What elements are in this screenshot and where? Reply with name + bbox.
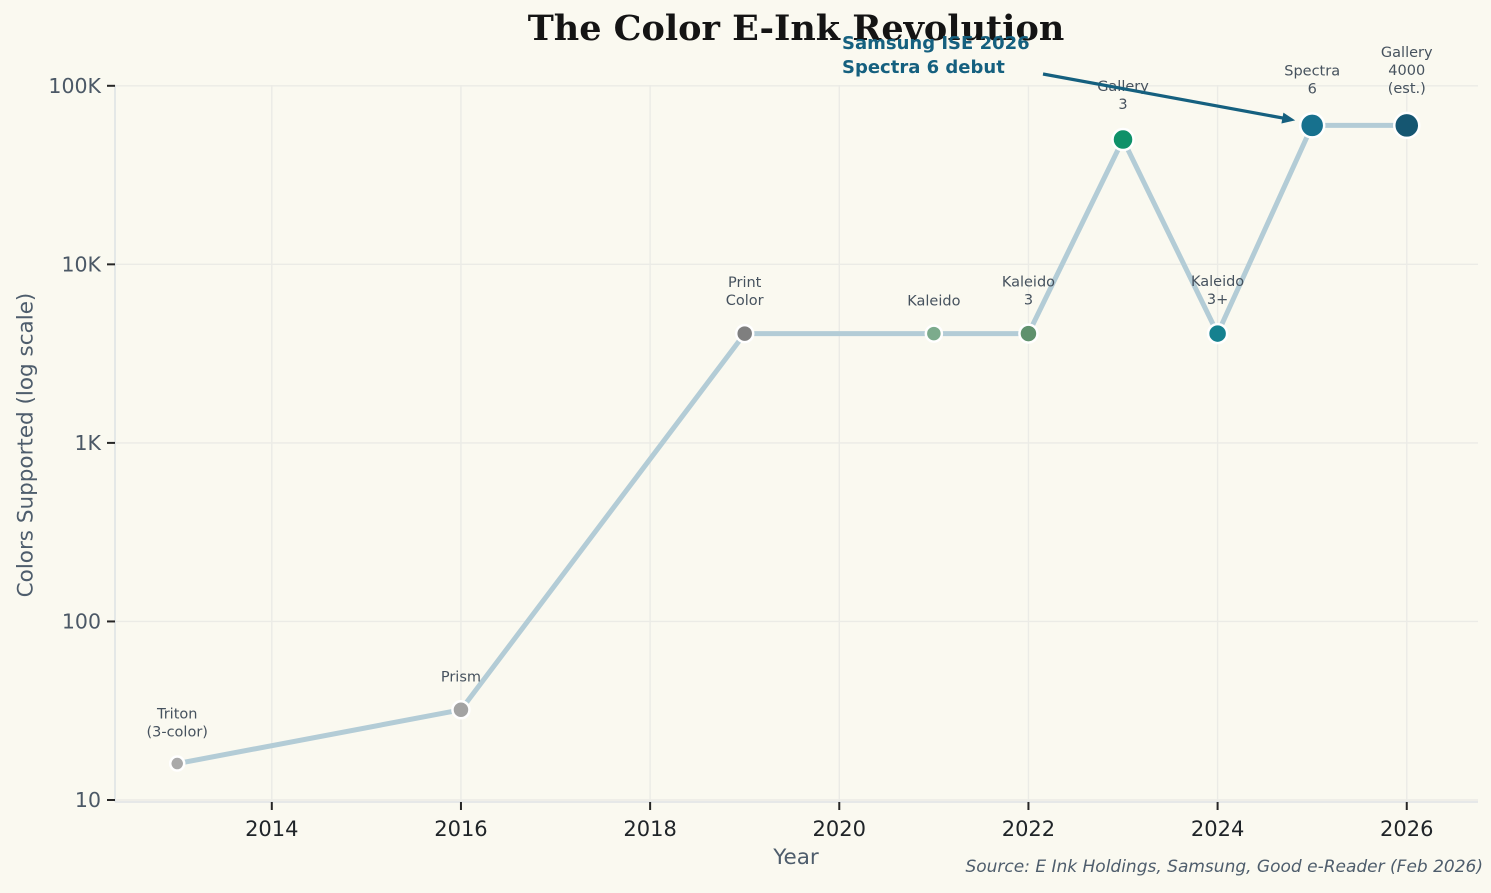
point-label: (3-color) bbox=[146, 725, 207, 741]
y-tick-label: 10 bbox=[75, 788, 101, 812]
x-tick-label: 2026 bbox=[1380, 817, 1433, 841]
x-tick-label: 2022 bbox=[1002, 817, 1055, 841]
annotation-line-2: Spectra 6 debut bbox=[842, 57, 1005, 78]
annotation-arrow-line bbox=[1042, 72, 1290, 121]
point-label: Print bbox=[728, 275, 762, 291]
x-tick-label: 2016 bbox=[434, 817, 487, 841]
annotation-line-1: Samsung ISE 2026 bbox=[842, 33, 1030, 54]
point-label: (est.) bbox=[1388, 81, 1426, 97]
y-tick-label: 100 bbox=[62, 609, 101, 633]
x-axis-title: Year bbox=[773, 845, 819, 870]
point-label: 3+ bbox=[1207, 292, 1228, 308]
point-label: Kaleido bbox=[1002, 275, 1055, 291]
source-note: Source: E Ink Holdings, Samsung, Good e-… bbox=[965, 857, 1483, 877]
y-tick-label: 10K bbox=[61, 252, 101, 276]
x-tick-label: 2018 bbox=[623, 817, 676, 841]
point-label: Gallery bbox=[1381, 45, 1433, 61]
point-label: Prism bbox=[441, 669, 481, 685]
y-tick-label: 100K bbox=[48, 74, 101, 98]
point-label: 3 bbox=[1118, 97, 1127, 113]
data-point bbox=[734, 323, 755, 344]
data-point bbox=[1018, 323, 1039, 344]
data-point bbox=[1111, 127, 1135, 152]
point-label: Triton bbox=[156, 707, 197, 723]
annotation-samsung-ise: Samsung ISE 2026 Spectra 6 debut bbox=[842, 32, 1030, 80]
data-point bbox=[924, 324, 944, 343]
point-label: Kaleido bbox=[1191, 274, 1244, 290]
point-label: 6 bbox=[1308, 81, 1317, 97]
x-tick-label: 2014 bbox=[245, 817, 298, 841]
data-point bbox=[1206, 322, 1229, 345]
data-point bbox=[168, 755, 186, 772]
data-point bbox=[1298, 112, 1326, 139]
point-label: 4000 bbox=[1388, 63, 1425, 79]
point-label: Spectra bbox=[1284, 63, 1340, 79]
point-label: 3 bbox=[1024, 293, 1033, 309]
annotation-arrow-head bbox=[1281, 112, 1296, 124]
data-point bbox=[1393, 111, 1421, 140]
point-label: Color bbox=[726, 293, 764, 309]
chart-title: The Color E-Ink Revolution bbox=[527, 8, 1065, 49]
x-tick-label: 2020 bbox=[813, 817, 866, 841]
y-axis-title: Colors Supported (log scale) bbox=[13, 292, 39, 598]
x-tick-label: 2024 bbox=[1191, 817, 1244, 841]
y-tick-label: 1K bbox=[75, 431, 102, 455]
point-label: Kaleido bbox=[907, 294, 960, 310]
series-line bbox=[176, 122, 1407, 767]
data-point bbox=[451, 700, 471, 720]
